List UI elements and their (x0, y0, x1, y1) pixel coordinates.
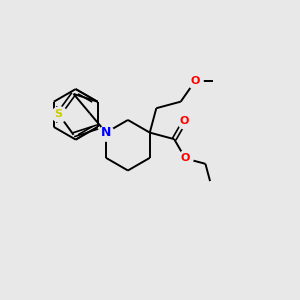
Text: O: O (181, 153, 190, 164)
Text: S: S (55, 109, 63, 119)
Text: O: O (190, 76, 200, 86)
Text: O: O (180, 116, 189, 126)
Text: N: N (101, 126, 111, 139)
